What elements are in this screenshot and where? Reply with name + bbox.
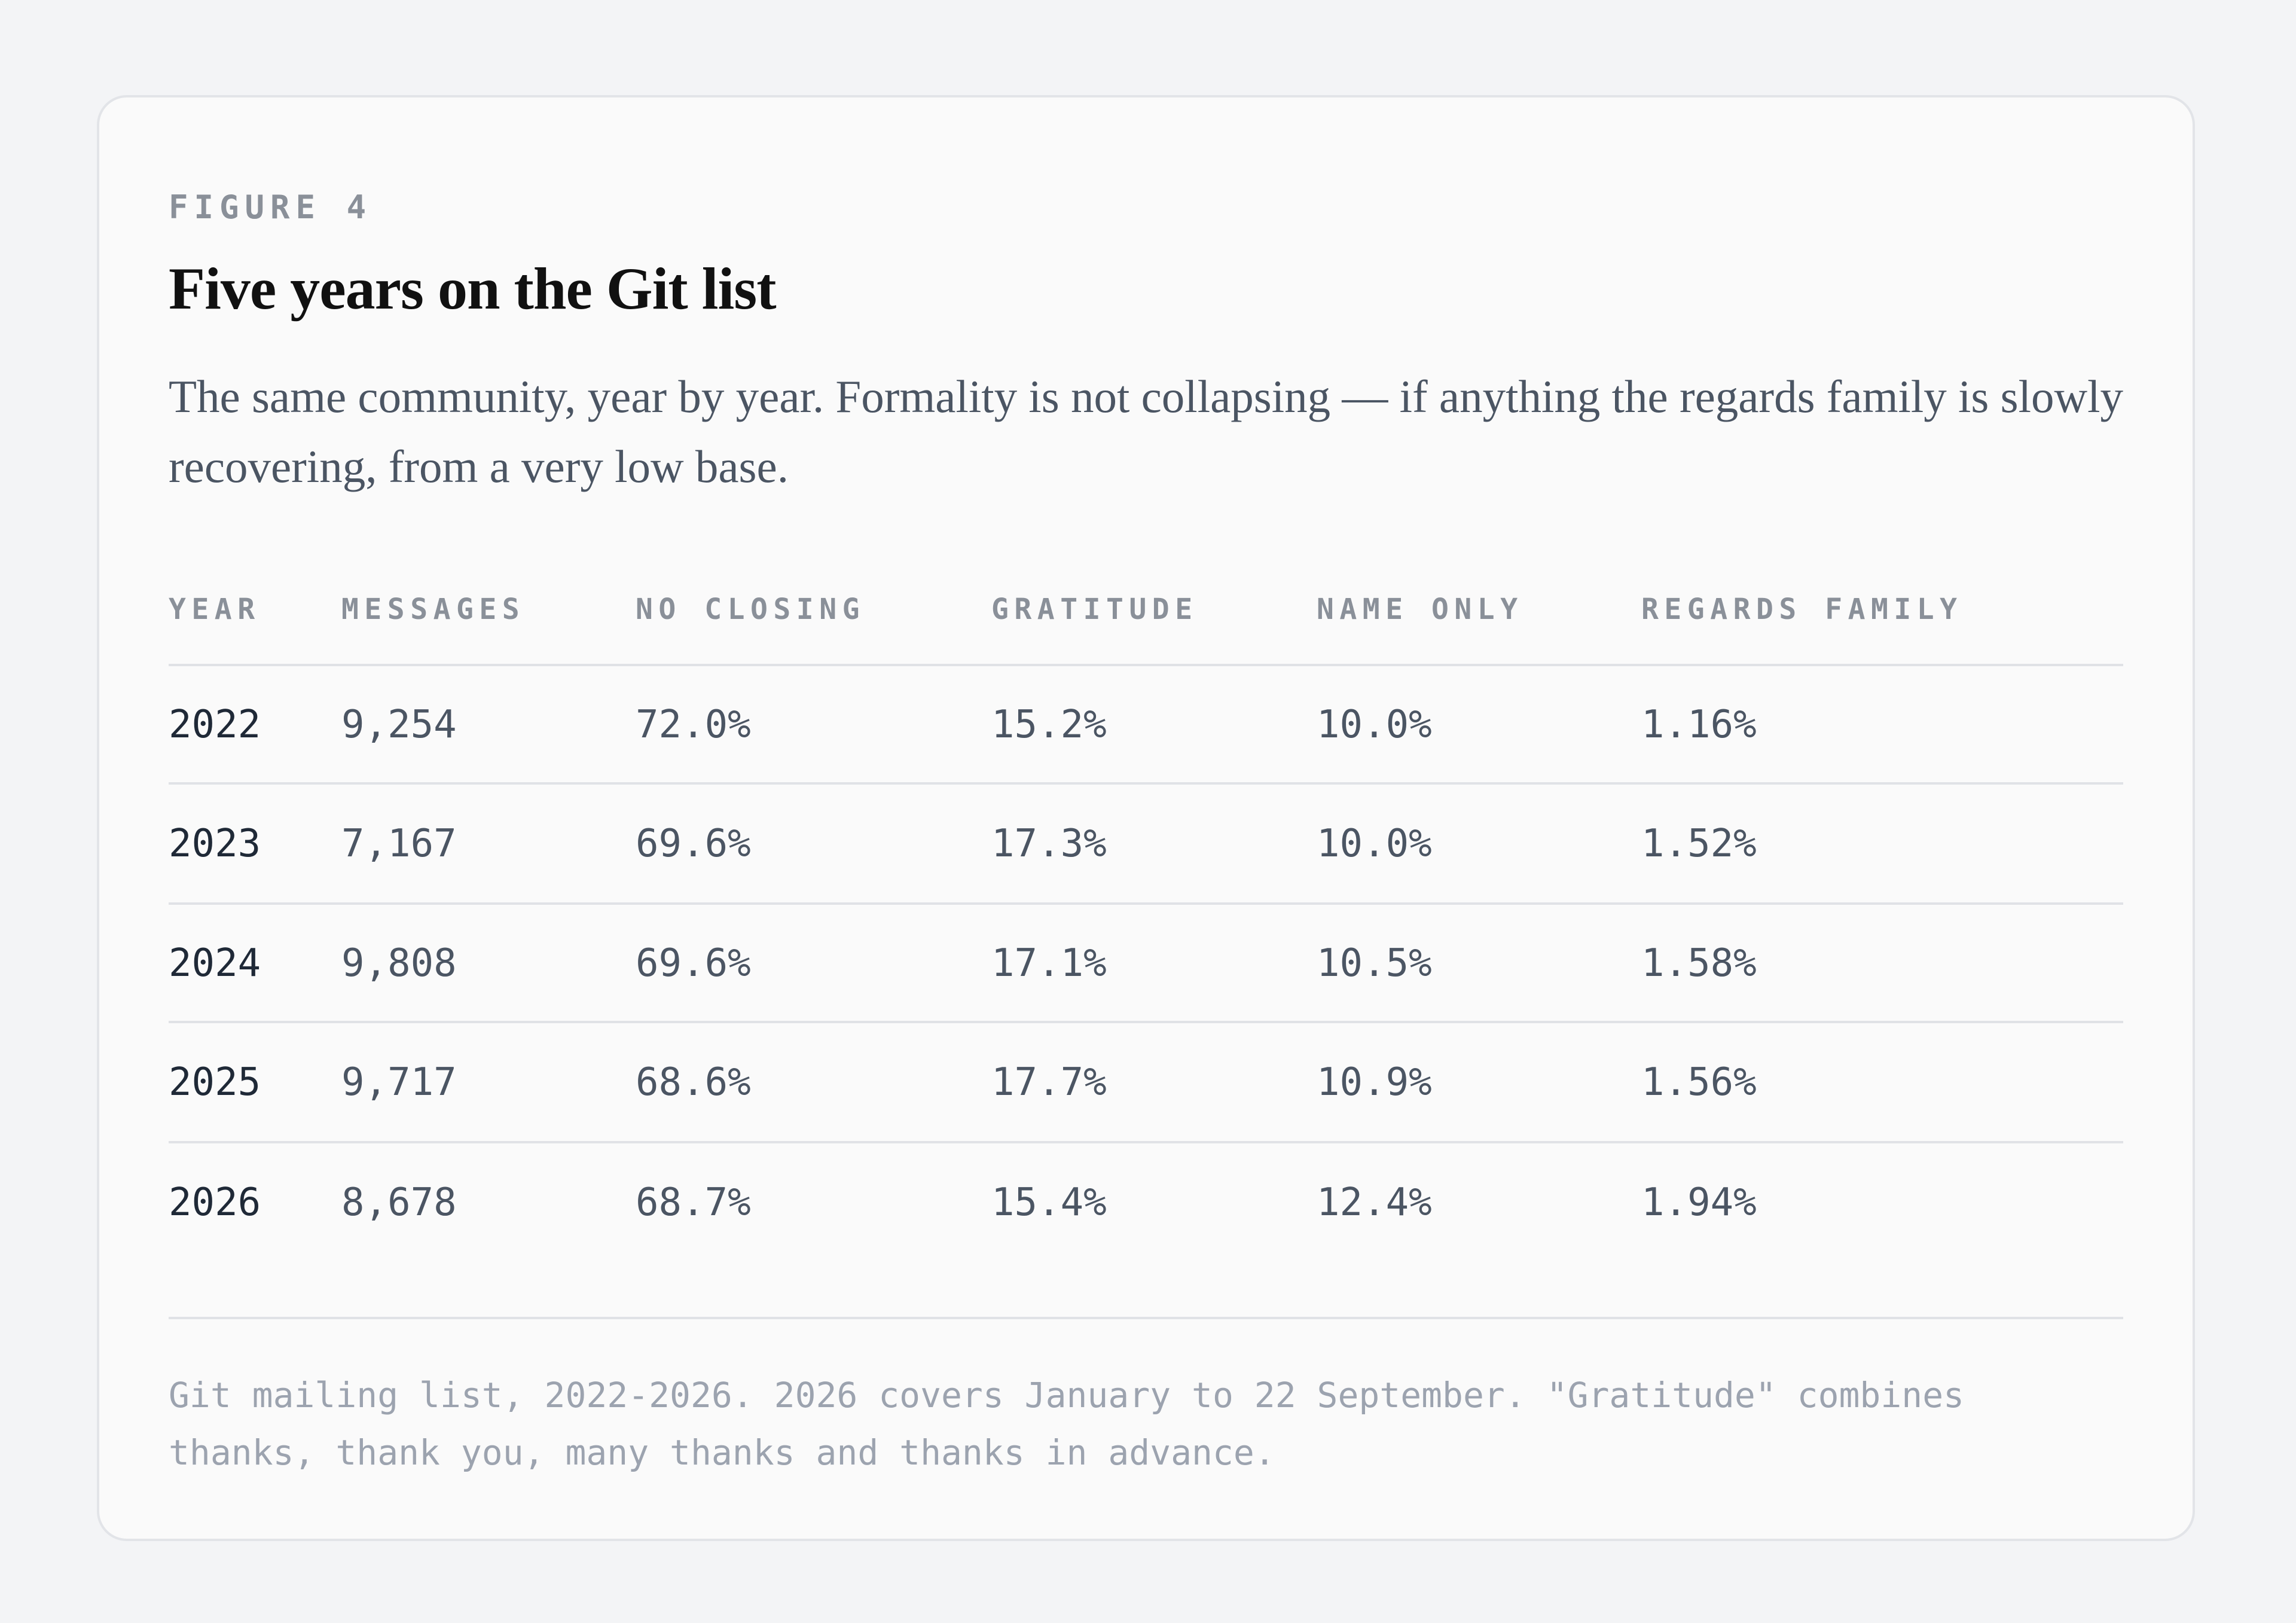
header-rule [169,664,2123,666]
title: Five years on the Git list [169,255,777,322]
row-rule [169,1021,2123,1023]
footer-rule [169,1317,2123,1319]
table-cell: 1.58% [1641,941,1757,986]
table-cell: 9,254 [341,703,457,747]
table-cell: 9,808 [341,941,457,986]
figure-card [97,95,2195,1541]
table-cell: 69.6% [636,941,751,986]
table-cell: 12.4% [1317,1180,1432,1225]
table-cell: 72.0% [636,703,751,747]
table-cell: 2023 [169,822,261,866]
table-cell: 17.7% [991,1060,1107,1105]
table-cell: 68.7% [636,1180,751,1225]
table-cell: 8,678 [341,1180,457,1225]
table-cell: 15.2% [991,703,1107,747]
table-cell: 10.9% [1317,1060,1432,1105]
table-cell: 15.4% [991,1180,1107,1225]
table-cell: 2022 [169,703,261,747]
table-cell: 2024 [169,941,261,986]
row-rule [169,782,2123,785]
row-rule [169,1141,2123,1143]
table-cell: 1.56% [1641,1060,1757,1105]
table-cell: 17.1% [991,941,1107,986]
table-cell: 2025 [169,1060,261,1105]
table-cell: 7,167 [341,822,457,866]
column-header: NAME ONLY [1317,593,1523,626]
column-header: NO CLOSING [636,593,865,626]
column-header: MESSAGES [341,593,526,626]
row-rule [169,902,2123,905]
subtitle: The same community, year by year. Formal… [169,371,2124,492]
table-cell: 68.6% [636,1060,751,1105]
footnote: Git mailing list, 2022-2026. 2026 covers… [169,1375,1965,1473]
table-cell: 1.94% [1641,1180,1757,1225]
table-cell: 9,717 [341,1060,457,1105]
table-cell: 10.5% [1317,941,1432,986]
column-header: REGARDS FAMILY [1641,593,1963,626]
table-cell: 1.16% [1641,703,1757,747]
column-header: YEAR [169,593,261,626]
table-cell: 69.6% [636,822,751,866]
table-cell: 2026 [169,1180,261,1225]
table-cell: 10.0% [1317,822,1432,866]
table-cell: 10.0% [1317,703,1432,747]
table-cell: 17.3% [991,822,1107,866]
table-cell: 1.52% [1641,822,1757,866]
figure-label: FIGURE 4 [169,188,373,226]
column-header: GRATITUDE [991,593,1198,626]
